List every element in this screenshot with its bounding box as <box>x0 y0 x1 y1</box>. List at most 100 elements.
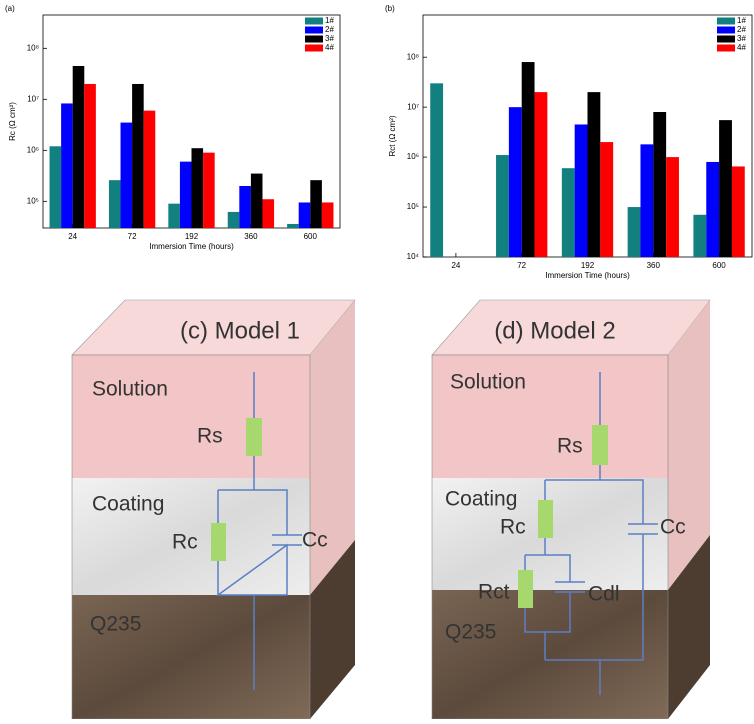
bar <box>262 199 274 228</box>
bar <box>121 123 133 228</box>
bar <box>180 162 192 228</box>
bar <box>535 92 548 257</box>
legend-label: 1# <box>325 16 334 25</box>
element-label: Cc <box>660 516 686 539</box>
layer-label: Q235 <box>90 613 141 636</box>
bar <box>84 84 96 228</box>
y-axis-label: Rc (Ω cm²) <box>8 102 17 141</box>
legend-swatch <box>305 36 323 43</box>
x-axis-label: Immersion Time (hours) <box>545 271 630 280</box>
layer-label: Solution <box>450 371 526 394</box>
element-label: Rc <box>500 516 526 539</box>
element-label: Rs <box>557 435 583 458</box>
x-tick-label: 192 <box>581 261 595 270</box>
bar <box>287 224 299 228</box>
legend-label: 3# <box>737 34 746 43</box>
legend-swatch <box>717 36 735 43</box>
x-tick-label: 600 <box>712 261 726 270</box>
bar <box>73 66 85 228</box>
bar <box>109 180 121 228</box>
y-axis-label: Rct (Ω cm²) <box>388 115 397 156</box>
element-label: Rs <box>197 425 223 448</box>
layer-label: Coating <box>92 493 164 516</box>
y-tick-label: 10⁸ <box>407 52 419 61</box>
bar <box>251 174 263 228</box>
bar <box>61 103 73 228</box>
y-tick-label: 10⁸ <box>27 43 39 52</box>
bar <box>706 162 719 257</box>
bar <box>693 215 706 257</box>
resistor <box>211 523 226 561</box>
x-tick-label: 72 <box>517 261 526 270</box>
y-tick-label: 10⁵ <box>407 202 419 211</box>
legend-swatch <box>717 18 735 25</box>
bar <box>299 202 311 228</box>
bar <box>430 83 443 257</box>
bar <box>132 84 144 228</box>
legend-label: 4# <box>325 43 334 52</box>
bar <box>628 207 641 257</box>
x-tick-label: 600 <box>304 232 318 241</box>
y-tick-label: 10⁷ <box>27 94 39 103</box>
legend-swatch <box>717 45 735 52</box>
bar <box>666 157 679 257</box>
legend-label: 3# <box>325 34 334 43</box>
bar <box>522 62 535 257</box>
legend-label: 4# <box>737 43 746 52</box>
element-label: Rct <box>478 581 510 604</box>
legend-label: 1# <box>737 16 746 25</box>
bar <box>203 153 215 228</box>
bar <box>719 120 732 257</box>
y-tick-label: 10⁶ <box>407 152 419 161</box>
bar <box>322 202 334 228</box>
model-1: (c) Model 1 Solution Coating Q235 Rs Rc … <box>72 300 355 719</box>
y-tick-label: 10⁵ <box>27 196 39 205</box>
bar <box>653 112 666 257</box>
x-tick-label: 360 <box>647 261 661 270</box>
model-2: (d) Model 2 Solution Coating Q235 Rs Rc … <box>432 300 710 719</box>
resistor <box>246 418 262 456</box>
bar <box>588 92 601 257</box>
x-tick-label: 24 <box>68 232 77 241</box>
x-tick-label: 72 <box>128 232 137 241</box>
element-label: Cc <box>302 529 328 552</box>
bar <box>228 212 240 228</box>
steel-layer <box>432 590 668 719</box>
legend-label: 2# <box>325 25 334 34</box>
y-tick-label: 10⁶ <box>27 145 39 154</box>
layer-label: Q235 <box>445 621 496 644</box>
layer-label: Solution <box>92 378 168 401</box>
x-tick-label: 192 <box>185 232 199 241</box>
bar <box>50 146 62 228</box>
x-axis-label: Immersion Time (hours) <box>149 242 234 251</box>
bar <box>509 107 522 257</box>
legend-swatch <box>305 27 323 34</box>
bar <box>310 180 322 228</box>
resistor <box>538 500 553 538</box>
x-tick-label: 24 <box>451 261 460 270</box>
bar <box>600 142 613 257</box>
diagram-title: (d) Model 2 <box>494 317 615 344</box>
bar <box>144 111 156 228</box>
resistor <box>592 425 608 465</box>
solution-layer <box>72 355 310 478</box>
bar <box>496 155 509 257</box>
element-label: Cdl <box>588 583 620 606</box>
y-tick-label: 10⁴ <box>407 252 420 261</box>
layer-label: Coating <box>445 488 517 511</box>
element-label: Rc <box>172 531 198 554</box>
page: {"chart_data": [ {"type": "bar", "title"… <box>0 0 754 719</box>
x-tick-label: 360 <box>244 232 258 241</box>
y-tick-label: 10⁷ <box>407 102 419 111</box>
bar <box>732 166 745 257</box>
legend-swatch <box>305 18 323 25</box>
chart-title: (a) <box>5 4 15 13</box>
resistor <box>518 570 533 608</box>
bar <box>168 204 180 228</box>
legend-swatch <box>717 27 735 34</box>
bar <box>562 168 575 257</box>
bar <box>640 144 653 257</box>
bar <box>575 124 588 257</box>
legend-swatch <box>305 45 323 52</box>
bar <box>239 186 251 228</box>
